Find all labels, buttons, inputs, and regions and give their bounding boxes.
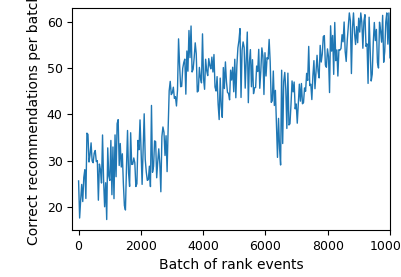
Y-axis label: Correct recommendations per batch: Correct recommendations per batch bbox=[27, 0, 41, 245]
X-axis label: Batch of rank events: Batch of rank events bbox=[158, 258, 303, 272]
